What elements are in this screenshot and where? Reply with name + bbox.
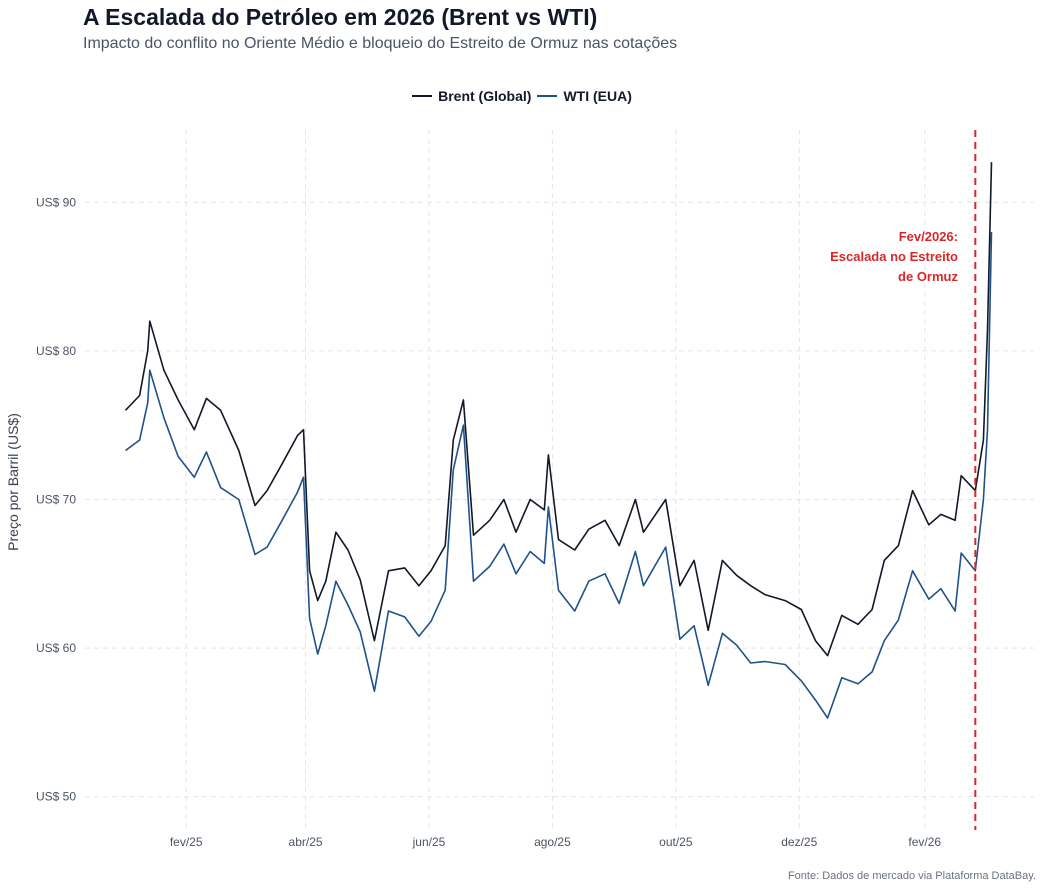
x-tick-label: ago/25	[534, 835, 571, 849]
x-tick-label: fev/25	[170, 835, 203, 849]
legend-label-wti: WTI (EUA)	[563, 88, 632, 104]
legend-item-wti: WTI (EUA)	[537, 88, 632, 104]
y-tick-label: US$ 80	[36, 344, 76, 358]
chart-subtitle: Impacto do conflito no Oriente Médio e b…	[83, 35, 678, 52]
x-tick-label: out/25	[659, 835, 693, 849]
legend: Brent (Global) WTI (EUA)	[0, 88, 1044, 104]
chart-title: A Escalada do Petróleo em 2026 (Brent vs…	[83, 4, 598, 30]
y-tick-label: US$ 70	[36, 493, 76, 507]
event-annotation-line: Escalada no Estreito	[830, 249, 958, 264]
x-tick-label: jun/25	[412, 835, 446, 849]
y-tick-label: US$ 90	[36, 195, 76, 209]
series-line-brent	[124, 162, 993, 657]
event-annotation-line: Fev/2026:	[899, 229, 958, 244]
y-tick-label: US$ 60	[36, 641, 76, 655]
source-caption: Fonte: Dados de mercado via Plataforma D…	[787, 870, 1036, 882]
x-tick-label: fev/26	[908, 835, 941, 849]
y-tick-label: US$ 50	[36, 790, 76, 804]
x-tick-label: abr/25	[289, 835, 323, 849]
legend-label-brent: Brent (Global)	[438, 88, 532, 104]
event-annotation-line: de Ormuz	[898, 269, 958, 284]
x-tick-label: dez/25	[781, 835, 817, 849]
y-axis-label: Preço por Barril (US$)	[5, 413, 21, 551]
series-line-wti	[125, 231, 993, 719]
legend-swatch-wti	[537, 95, 558, 97]
legend-item-brent: Brent (Global)	[412, 88, 531, 104]
legend-swatch-brent	[412, 95, 433, 97]
